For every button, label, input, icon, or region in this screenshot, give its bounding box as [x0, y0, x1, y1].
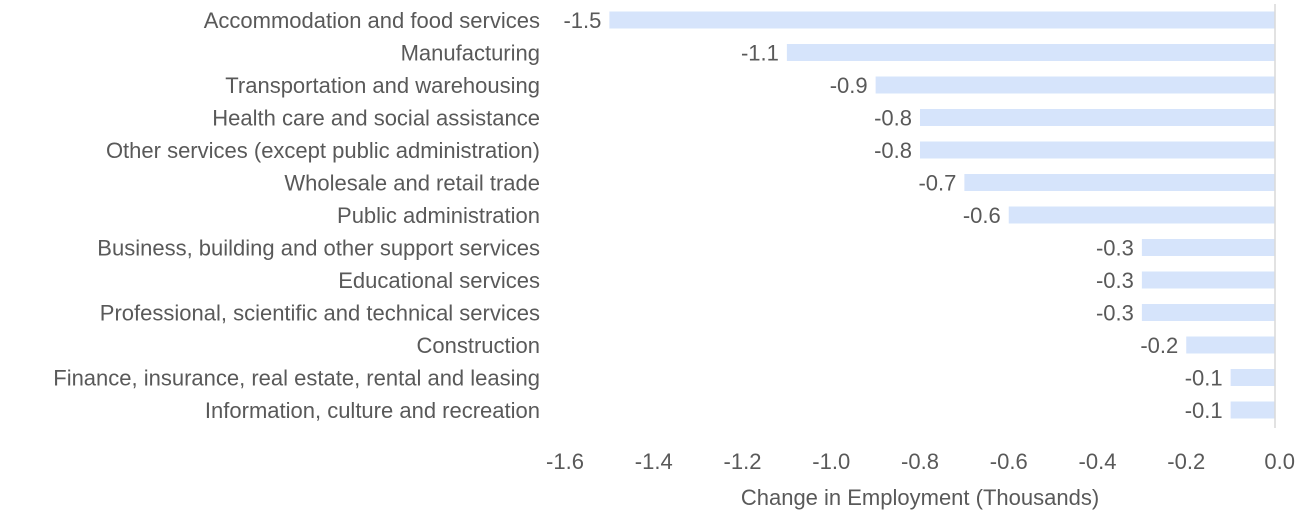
x-tick-label: -1.0	[812, 449, 850, 474]
data-label: -0.7	[918, 171, 956, 196]
data-label: -0.8	[874, 106, 912, 131]
data-label: -0.3	[1096, 268, 1134, 293]
category-label: Construction	[416, 333, 540, 358]
category-label: Public administration	[337, 203, 540, 228]
data-label: -0.1	[1185, 366, 1223, 391]
category-label: Other services (except public administra…	[106, 138, 540, 163]
category-labels: Accommodation and food services Manufactu…	[53, 8, 540, 423]
bar	[1141, 239, 1275, 256]
data-label: -0.2	[1140, 333, 1178, 358]
x-tick-label: -0.2	[1167, 449, 1205, 474]
bar	[786, 44, 1275, 61]
category-label: Professional, scientific and technical s…	[100, 301, 540, 326]
category-label: Wholesale and retail trade	[284, 171, 540, 196]
bar	[920, 141, 1275, 159]
x-tick-label: -0.8	[901, 449, 939, 474]
data-label: -1.5	[563, 8, 601, 33]
bar	[1141, 304, 1275, 321]
data-label: -0.9	[830, 73, 868, 98]
x-tick-label: 0.0	[1264, 449, 1295, 474]
category-label: Educational services	[338, 268, 540, 293]
bar	[1230, 401, 1275, 419]
x-tick-label: -1.4	[635, 449, 673, 474]
x-tick-label: -0.4	[1079, 449, 1117, 474]
bar	[875, 76, 1275, 94]
bar	[964, 174, 1275, 191]
data-labels: -1.5-1.1-0.9-0.8-0.8-0.7-0.6-0.3-0.3-0.3…	[563, 8, 1222, 423]
data-label: -0.6	[963, 203, 1001, 228]
bar	[1230, 369, 1275, 386]
bars-group	[609, 11, 1275, 419]
data-label: -0.3	[1096, 236, 1134, 261]
category-label: Manufacturing	[401, 41, 540, 66]
category-label: Health care and social assistance	[212, 106, 540, 131]
category-label: Business, building and other support ser…	[97, 236, 540, 261]
x-tick-label: -1.2	[724, 449, 762, 474]
x-tick-labels: -1.6 -1.4 -1.2 -1.0 -0.8 -0.6 -0.4 -0.2 0.0	[546, 449, 1295, 474]
x-tick-label: -0.6	[990, 449, 1028, 474]
x-axis-title: Change in Employment (Thousands)	[741, 485, 1099, 510]
bar	[920, 109, 1275, 126]
bar	[1008, 206, 1275, 224]
category-label: Finance, insurance, real estate, rental …	[53, 366, 540, 391]
bar	[1141, 271, 1275, 289]
bar	[1186, 336, 1275, 354]
x-tick-label: -1.6	[546, 449, 584, 474]
category-label: Information, culture and recreation	[205, 398, 540, 423]
data-label: -0.3	[1096, 301, 1134, 326]
data-label: -0.1	[1185, 398, 1223, 423]
category-label: Accommodation and food services	[204, 8, 540, 33]
category-label: Transportation and warehousing	[225, 73, 540, 98]
data-label: -0.8	[874, 138, 912, 163]
data-label: -1.1	[741, 41, 779, 66]
bar	[609, 11, 1275, 29]
